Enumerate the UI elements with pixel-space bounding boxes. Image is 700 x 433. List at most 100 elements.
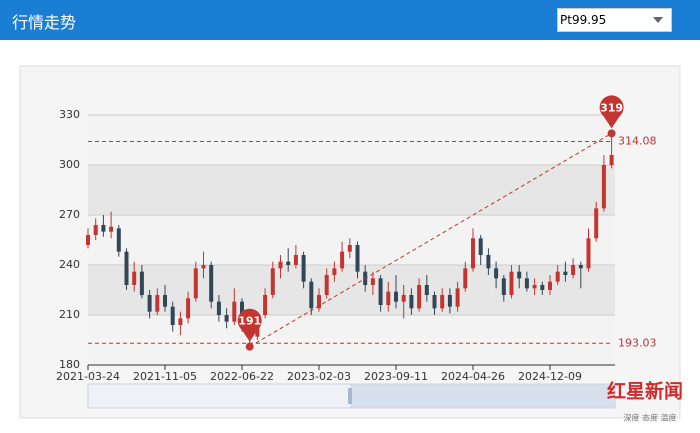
split-area <box>88 315 615 365</box>
candle-body <box>147 295 152 312</box>
candle-body <box>609 155 614 165</box>
candle-body <box>386 291 391 305</box>
x-tick-label: 2024-04-26 <box>441 370 505 383</box>
candle-body <box>409 295 414 309</box>
candle-body <box>186 298 191 319</box>
candle-body <box>193 268 198 299</box>
mark-point-label: 191 <box>238 315 261 328</box>
split-area <box>88 115 615 165</box>
candle-body <box>93 225 98 235</box>
x-tick-label: 2023-09-11 <box>364 370 428 383</box>
candle-body <box>347 245 352 252</box>
candle-body <box>109 226 114 232</box>
zoom-handle[interactable] <box>348 388 352 404</box>
candle-body <box>440 295 445 309</box>
y-tick-label: 240 <box>59 258 80 271</box>
candle-body <box>378 278 383 305</box>
candle-body <box>86 235 90 245</box>
mark-point-pin <box>237 308 262 342</box>
mark-point-dot <box>607 129 616 138</box>
candle-body <box>563 271 568 275</box>
candle-body <box>355 245 360 272</box>
candle-body <box>494 268 499 279</box>
candle-body <box>548 281 552 290</box>
candle-body <box>586 238 591 269</box>
candle-body <box>263 295 268 315</box>
candle-body <box>578 265 583 269</box>
candle-body <box>524 278 529 289</box>
candle-body <box>178 318 183 325</box>
candle-body <box>101 225 106 232</box>
x-tick-label: 2022-06-22 <box>210 370 274 383</box>
candle-body <box>216 301 221 315</box>
candle-body <box>139 271 144 295</box>
candle-body <box>224 315 229 322</box>
candle-body <box>132 271 137 285</box>
candle-body <box>293 255 298 265</box>
candle-body <box>432 295 437 309</box>
split-area <box>88 215 615 265</box>
x-tick-label: 2023-02-03 <box>287 370 351 383</box>
candle-body <box>309 281 314 309</box>
candle-body <box>394 291 398 302</box>
candle-body <box>317 295 321 309</box>
split-area <box>88 265 615 315</box>
candle-body <box>540 285 545 290</box>
candle-body <box>324 275 329 295</box>
candle-body <box>116 228 121 252</box>
candle-body <box>509 271 514 295</box>
y-tick-label: 210 <box>59 308 80 321</box>
candle-body <box>163 295 167 307</box>
watermark-slogan: 深度 态度 温度 <box>623 413 676 423</box>
header: 行情走势 Pt99.95 <box>0 0 700 40</box>
candle-body <box>447 295 452 307</box>
candle-body <box>270 268 275 295</box>
candle-body <box>417 285 422 309</box>
candle-body <box>401 295 406 302</box>
candle-body <box>370 278 375 285</box>
candle-body <box>486 255 491 269</box>
candle-body <box>155 295 160 312</box>
candle-body <box>478 238 483 255</box>
candle-body <box>278 261 283 269</box>
watermark-brand: 红星新闻 <box>607 380 683 403</box>
y-tick-label: 330 <box>59 108 80 121</box>
candle-body <box>455 288 460 307</box>
candle-body <box>340 251 345 269</box>
candle-body <box>471 238 475 269</box>
candle-body <box>201 265 206 269</box>
y-tick-label: 300 <box>59 158 80 171</box>
candle-body <box>424 285 429 295</box>
candle-body <box>594 208 599 239</box>
candle-body <box>301 255 306 282</box>
candle-body <box>555 271 560 282</box>
candle-body <box>209 265 214 302</box>
candle-body <box>463 268 468 289</box>
candle-body <box>517 271 522 279</box>
candle-body <box>232 301 237 322</box>
x-tick-label: 2021-11-05 <box>133 370 197 383</box>
candle-body <box>571 265 576 275</box>
mark-line-label: 193.03 <box>618 336 657 349</box>
candle-body <box>532 285 537 289</box>
trend-line <box>249 132 612 348</box>
header-title: 行情走势 <box>12 13 77 32</box>
candle-body <box>501 278 506 295</box>
x-tick-label: 2021-03-24 <box>56 370 120 383</box>
mark-point-dot <box>245 342 254 351</box>
candle-body <box>601 165 606 209</box>
mark-line-label: 314.08 <box>618 135 657 148</box>
candle-body <box>124 251 129 285</box>
mark-point-label: 319 <box>600 101 623 114</box>
x-tick-label: 2024-12-09 <box>518 370 582 383</box>
y-tick-label: 270 <box>59 208 80 221</box>
y-tick-label: 180 <box>59 358 80 371</box>
split-area <box>88 165 615 215</box>
mark-point-pin <box>599 95 624 129</box>
candle-body <box>332 268 337 275</box>
candle-body <box>170 306 175 325</box>
zoom-window[interactable] <box>350 384 615 408</box>
symbol-select[interactable]: Pt99.95 <box>557 8 672 32</box>
